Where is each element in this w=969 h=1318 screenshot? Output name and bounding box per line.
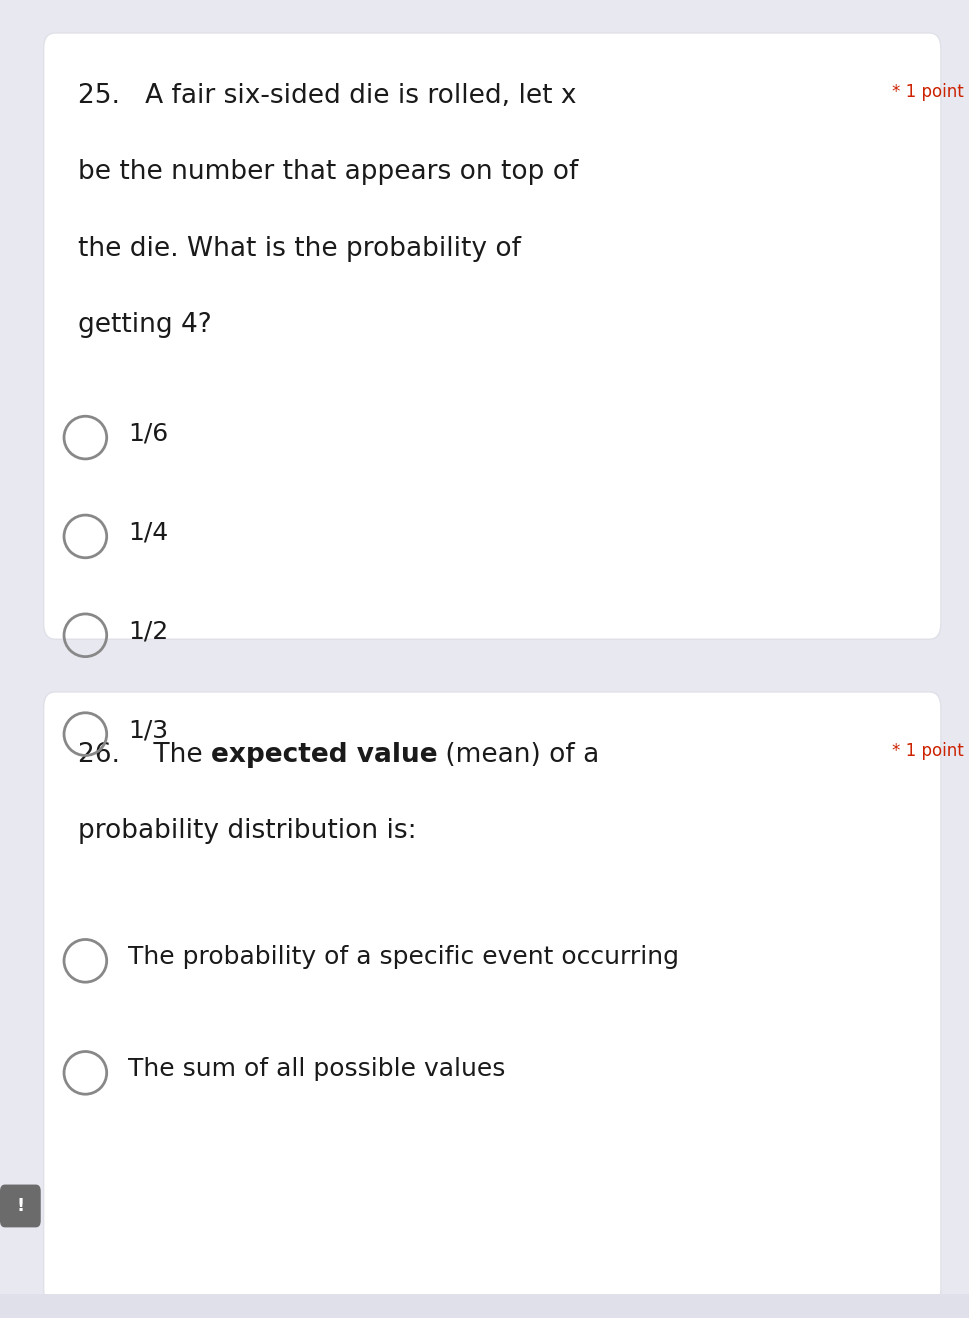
- Text: * 1 point: * 1 point: [891, 83, 963, 101]
- Text: getting 4?: getting 4?: [78, 312, 211, 339]
- Text: 25.   A fair six-sided die is rolled, let x: 25. A fair six-sided die is rolled, let …: [78, 83, 576, 109]
- FancyBboxPatch shape: [44, 692, 940, 1305]
- Text: 1/6: 1/6: [128, 422, 168, 445]
- Text: 1/4: 1/4: [128, 521, 168, 544]
- Text: * 1 point: * 1 point: [891, 742, 963, 760]
- Text: !: !: [16, 1197, 24, 1215]
- Text: 26.    The: 26. The: [78, 742, 210, 768]
- FancyBboxPatch shape: [0, 1185, 41, 1227]
- Text: be the number that appears on top of: be the number that appears on top of: [78, 159, 578, 186]
- Text: 1/2: 1/2: [128, 619, 168, 643]
- Text: expected value: expected value: [210, 742, 437, 768]
- Text: The probability of a specific event occurring: The probability of a specific event occu…: [128, 945, 678, 969]
- Text: the die. What is the probability of: the die. What is the probability of: [78, 236, 520, 262]
- Text: The sum of all possible values: The sum of all possible values: [128, 1057, 505, 1081]
- Text: probability distribution is:: probability distribution is:: [78, 818, 416, 845]
- FancyBboxPatch shape: [44, 33, 940, 639]
- Text: (mean) of a: (mean) of a: [437, 742, 599, 768]
- FancyBboxPatch shape: [0, 1294, 969, 1318]
- Text: 1/3: 1/3: [128, 718, 168, 742]
